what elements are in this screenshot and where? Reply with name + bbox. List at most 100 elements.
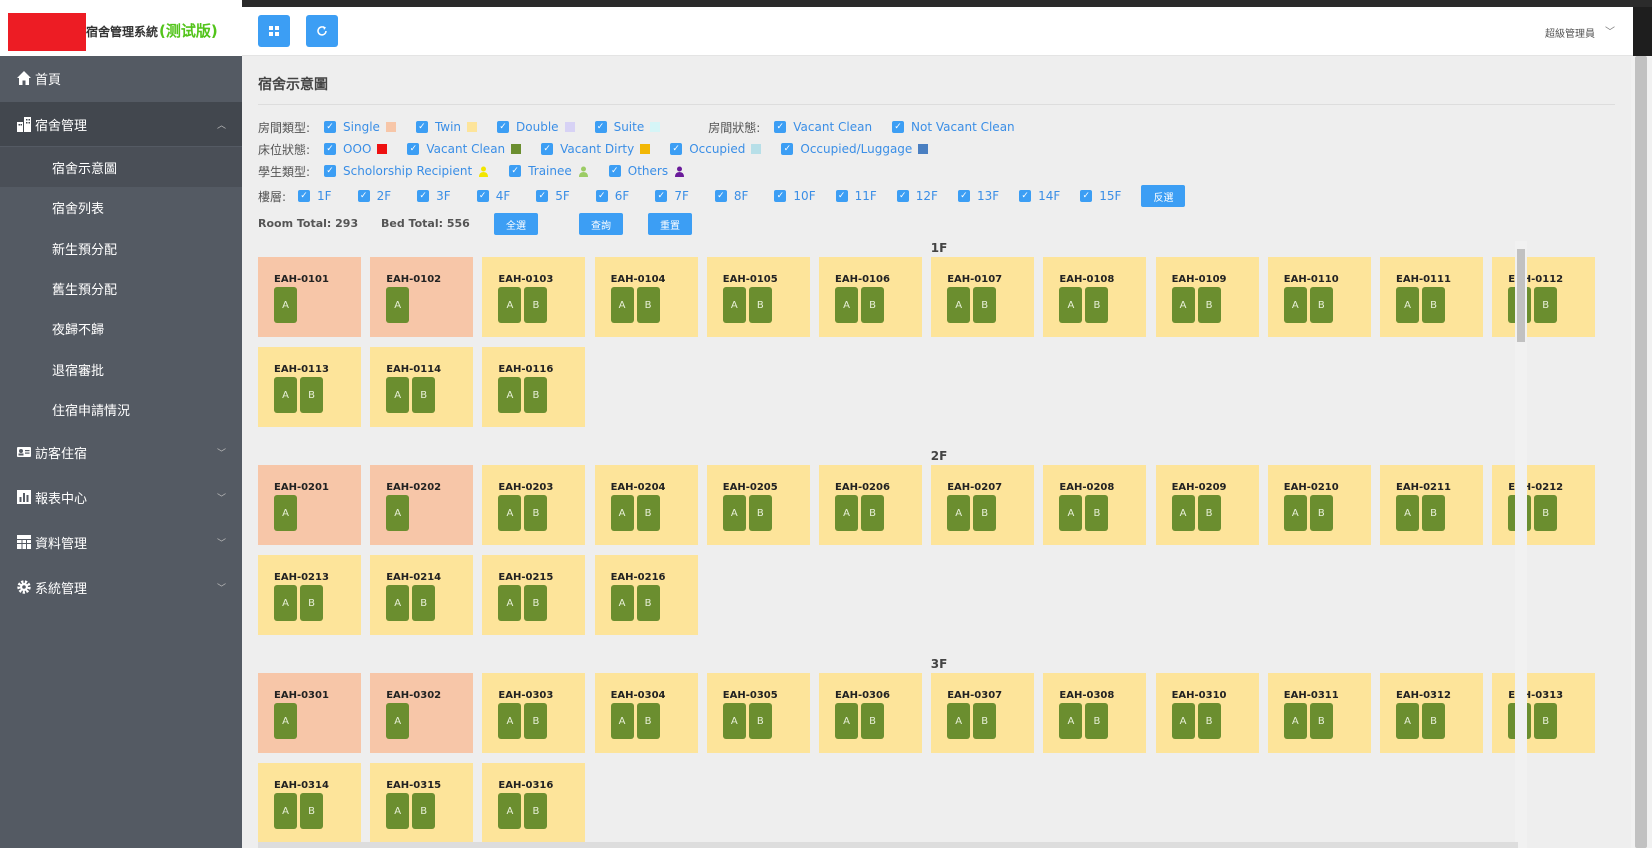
room-card[interactable]: EAH-0304 A B bbox=[594, 673, 698, 753]
room-card[interactable]: EAH-0311 A B bbox=[1267, 673, 1371, 753]
bed-slot[interactable]: B bbox=[861, 287, 884, 323]
bed-slot[interactable]: B bbox=[1309, 287, 1333, 323]
grid-toggle-button[interactable] bbox=[258, 15, 290, 47]
floor-7f-checkbox[interactable]: ✓ 7F bbox=[655, 189, 689, 203]
floor-10f-checkbox[interactable]: ✓ 10F bbox=[774, 189, 816, 203]
bed-slot[interactable]: A bbox=[1171, 495, 1195, 531]
bed-slot[interactable]: A bbox=[1396, 287, 1419, 323]
bed-slot[interactable]: A bbox=[498, 793, 522, 829]
room-type-single-checkbox[interactable]: ✓ Single bbox=[324, 120, 396, 134]
bed-slot[interactable]: B bbox=[412, 585, 436, 621]
bed-slot[interactable]: B bbox=[748, 703, 772, 739]
floor-3f-checkbox[interactable]: ✓ 3F bbox=[417, 189, 451, 203]
bed-slot[interactable]: B bbox=[1534, 703, 1558, 739]
room-card[interactable]: EAH-0106 A B bbox=[819, 257, 922, 337]
room-type-twin-checkbox[interactable]: ✓ Twin bbox=[415, 120, 478, 134]
bed-slot[interactable]: B bbox=[300, 377, 323, 413]
room-card[interactable]: EAH-0214 A B bbox=[370, 555, 474, 635]
room-card[interactable]: EAH-0308 A B bbox=[1043, 673, 1147, 753]
bed-slot[interactable]: A bbox=[1059, 495, 1083, 531]
app-logo-area[interactable]: 宿舍管理系統 (测试版) bbox=[0, 0, 242, 56]
bed-slot[interactable]: B bbox=[1422, 287, 1445, 323]
room-card[interactable]: EAH-0102 A bbox=[370, 257, 474, 337]
bed-slot[interactable]: B bbox=[1085, 495, 1109, 531]
bed-slot[interactable]: B bbox=[1197, 287, 1221, 323]
room-card[interactable]: EAH-0206 A B bbox=[819, 465, 922, 545]
bed-slot[interactable]: A bbox=[1059, 703, 1083, 739]
bed-slot[interactable]: B bbox=[412, 377, 436, 413]
room-card[interactable]: EAH-0114 A B bbox=[370, 347, 474, 427]
bed-slot[interactable]: A bbox=[610, 495, 634, 531]
room-card[interactable]: EAH-0113 A B bbox=[258, 347, 361, 427]
sidebar-subitem-dorm-list[interactable]: 宿舍列表 bbox=[0, 187, 242, 227]
scroll-thumb[interactable] bbox=[1635, 56, 1647, 848]
room-card[interactable]: EAH-0313AB bbox=[1492, 673, 1596, 753]
room-card[interactable]: EAH-0108 A B bbox=[1043, 257, 1147, 337]
room-card[interactable]: EAH-0204 A B bbox=[594, 465, 698, 545]
bed-slot[interactable]: B bbox=[636, 585, 660, 621]
query-button[interactable]: 查詢 bbox=[579, 213, 623, 235]
bed-slot[interactable]: A bbox=[1171, 703, 1195, 739]
room-card[interactable]: EAH-0315 A B bbox=[370, 763, 474, 843]
room-status-vacant-clean-checkbox[interactable]: ✓ Vacant Clean bbox=[774, 120, 872, 134]
sidebar-subitem-old-student-preallocation[interactable]: 舊生預分配 bbox=[0, 268, 242, 308]
bed-slot[interactable]: B bbox=[524, 377, 548, 413]
chevron-down-icon[interactable]: ﹀ bbox=[1605, 27, 1615, 38]
bed-slot[interactable]: A bbox=[386, 703, 410, 739]
bed-slot[interactable]: A bbox=[274, 703, 297, 739]
grid-horizontal-scrollbar[interactable] bbox=[258, 842, 1518, 848]
bed-slot[interactable]: A bbox=[947, 703, 971, 739]
bed-slot[interactable]: B bbox=[748, 495, 772, 531]
room-type-suite-checkbox[interactable]: ✓ Suite bbox=[594, 120, 661, 134]
room-card[interactable]: EAH-0305 A B bbox=[706, 673, 810, 753]
reset-button[interactable]: 重置 bbox=[648, 213, 692, 235]
bed-slot[interactable]: B bbox=[1534, 287, 1558, 323]
room-card[interactable]: EAH-0101 A bbox=[258, 257, 361, 337]
bed-slot[interactable]: B bbox=[412, 793, 436, 829]
bed-slot[interactable]: B bbox=[636, 703, 660, 739]
sidebar-subitem-application-status[interactable]: 住宿申請情況 bbox=[0, 389, 242, 429]
floor-12f-checkbox[interactable]: ✓ 12F bbox=[896, 189, 938, 203]
floor-14f-checkbox[interactable]: ✓ 14F bbox=[1019, 189, 1060, 203]
room-card[interactable]: EAH-0209 A B bbox=[1155, 465, 1259, 545]
sidebar-item-report-center[interactable]: 報表中心 ﹀ bbox=[0, 475, 242, 519]
invert-selection-button[interactable]: 反選 bbox=[1141, 185, 1186, 207]
bed-slot[interactable]: A bbox=[835, 495, 858, 531]
floor-6f-checkbox[interactable]: ✓ 6F bbox=[595, 189, 629, 203]
bed-slot[interactable]: B bbox=[861, 703, 884, 739]
room-card[interactable]: EAH-0310 A B bbox=[1155, 673, 1259, 753]
bed-slot[interactable]: A bbox=[1283, 703, 1307, 739]
bed-slot[interactable]: A bbox=[947, 287, 971, 323]
room-card[interactable]: EAH-0202 A bbox=[370, 465, 474, 545]
sidebar-item-visitor-stay[interactable]: 訪客住宿 ﹀ bbox=[0, 430, 242, 474]
room-card[interactable]: EAH-0107 A B bbox=[931, 257, 1035, 337]
student-type-others-checkbox[interactable]: ✓ Others bbox=[608, 164, 685, 178]
room-card[interactable]: EAH-0110 A B bbox=[1267, 257, 1371, 337]
bed-slot[interactable]: A bbox=[386, 377, 410, 413]
bed-slot[interactable]: A bbox=[610, 287, 634, 323]
bed-slot[interactable]: A bbox=[498, 287, 522, 323]
room-card[interactable]: EAH-0302 A bbox=[370, 673, 474, 753]
bed-slot[interactable]: A bbox=[274, 495, 297, 531]
floor-11f-checkbox[interactable]: ✓ 11F bbox=[835, 189, 877, 203]
bed-status-vacant-clean-checkbox[interactable]: ✓ Vacant Clean bbox=[407, 142, 522, 156]
bed-status-occupied-checkbox[interactable]: ✓ Occupied bbox=[670, 142, 762, 156]
room-card[interactable]: EAH-0103 A B bbox=[482, 257, 586, 337]
bed-slot[interactable]: B bbox=[524, 703, 548, 739]
user-menu[interactable]: 超級管理員 bbox=[1545, 29, 1595, 40]
floor-8f-checkbox[interactable]: ✓ 8F bbox=[714, 189, 748, 203]
bed-slot[interactable]: B bbox=[1085, 287, 1109, 323]
room-card[interactable]: EAH-0301 A bbox=[258, 673, 361, 753]
bed-slot[interactable]: A bbox=[835, 287, 858, 323]
floor-4f-checkbox[interactable]: ✓ 4F bbox=[476, 189, 510, 203]
sidebar-item-home[interactable]: 首頁 bbox=[0, 56, 242, 100]
bed-slot[interactable]: A bbox=[722, 495, 746, 531]
bed-slot[interactable]: B bbox=[524, 585, 548, 621]
room-card[interactable]: EAH-0205 A B bbox=[706, 465, 810, 545]
bed-slot[interactable]: B bbox=[1534, 495, 1558, 531]
bed-slot[interactable]: B bbox=[1422, 703, 1445, 739]
bed-slot[interactable]: A bbox=[1396, 495, 1419, 531]
room-card[interactable]: EAH-0215 A B bbox=[482, 555, 586, 635]
floor-2f-checkbox[interactable]: ✓ 2F bbox=[357, 189, 391, 203]
bed-slot[interactable]: A bbox=[1059, 287, 1083, 323]
